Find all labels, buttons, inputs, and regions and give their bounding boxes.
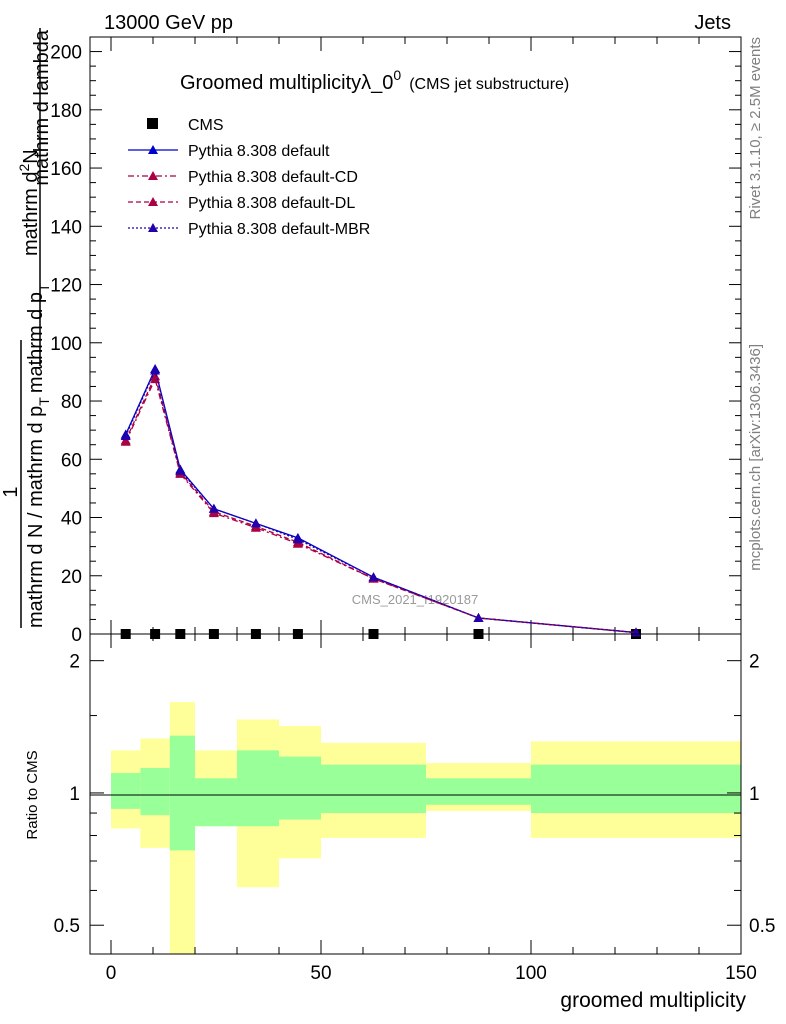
ratio-inner-band [426,778,531,805]
legend-marker [148,145,158,154]
ratio-inner-band [279,756,321,820]
header-energy-label: 13000 GeV pp [104,12,233,34]
legend-marker [148,223,158,232]
series-point [250,518,261,528]
ratio-inner-band [140,767,170,816]
main-y-tick-label: 40 [61,509,82,530]
x-tick-label: 50 [310,963,331,984]
x-axis-label: groomed multiplicity [560,989,746,1012]
ratio-y-tick-label: 2 [69,652,80,673]
series-point [368,572,379,582]
y-label-main-numerator: mathrm d2N [16,149,42,256]
main-y-tick-label: 20 [61,567,82,588]
x-tick-label: 150 [725,963,757,984]
ratio-inner-band [195,778,237,827]
ratio-inner-band [169,735,195,851]
series-point [292,534,303,544]
series-point [175,465,186,475]
legend-label: Pythia 8.308 default-DL [188,195,355,212]
series-point [120,430,131,440]
main-y-tick-label: 160 [50,159,82,180]
legend-item: Pythia 8.308 default [128,143,330,160]
ratio-inner-band [321,764,426,814]
y-label-frac-numerator: 1 [0,486,22,497]
header-process-label: Jets [694,12,731,34]
series-point [150,371,161,381]
ratio-inner-band [237,750,279,827]
main-y-tick-label: 180 [50,101,82,122]
legend-item: CMS [147,117,224,134]
main-y-tick-label: 100 [50,334,82,355]
legend-label: Pythia 8.308 default-CD [188,169,358,186]
series-point [208,503,219,513]
y-label-frac-denominator: mathrm d N / mathrm d pTmathrm d pT [25,283,52,628]
legend-item: Pythia 8.308 default-DL [128,195,355,212]
legend-item: Pythia 8.308 default-MBR [128,221,370,238]
mcplots-credit-label: mcplots.cern.ch [arXiv:1306.3436] [747,344,764,571]
x-tick-label: 0 [106,963,117,984]
legend-marker [148,197,158,206]
legend-item: Pythia 8.308 default-CD [128,169,358,186]
ratio-y-tick-label-right: 0.5 [749,916,775,937]
series-point [473,612,484,622]
ratio-frame [89,633,742,955]
rivet-version-label: Rivet 3.1.10, ≥ 2.5M events [747,37,764,220]
main-y-tick-label: 60 [61,450,82,471]
ratio-y-tick-label: 1 [69,784,80,805]
main-y-tick-label: 120 [50,276,82,297]
ratio-inner-band [111,773,141,809]
main-y-tick-label: 0 [71,625,82,646]
legend: CMS Pythia 8.308 default Pythia 8.308 defa… [128,117,370,238]
main-y-tick-label: 80 [61,392,82,413]
legend-marker [147,118,158,129]
legend-label: CMS [188,117,224,134]
series-point [150,365,161,375]
x-tick-label: 100 [515,963,547,984]
ratio-inner-band [531,764,741,814]
ratio-y-tick-label-right: 1 [749,784,760,805]
ratio-panel: 0.5 0.5 1 1 2 2 0 50 100 150 Ratio to CMS groome… [24,633,775,1012]
legend-marker [148,171,158,180]
ratio-y-axis-label: Ratio to CMS [24,750,41,839]
y-label-main-denominator: mathrm d lambda [31,29,53,185]
analysis-watermark: CMS_2021_I1920187 [352,592,479,607]
main-title: Groomed multiplicityλ_00(CMS jet substru… [180,67,569,94]
main-y-tick-label: 200 [50,43,82,64]
ratio-y-tick-label: 0.5 [54,916,80,937]
ratio-y-tick-label-right: 2 [749,652,760,673]
main-y-tick-label: 140 [50,217,82,238]
main-panel: 0 20 40 60 80 100 120 140 160 180 200 CMS_2021_I19… [50,36,742,646]
legend-label: Pythia 8.308 default [188,143,330,160]
legend-label: Pythia 8.308 default-MBR [188,221,370,238]
main-y-axis-label: 1 mathrm d N / mathrm d pTmathrm d pT ma… [0,28,53,628]
